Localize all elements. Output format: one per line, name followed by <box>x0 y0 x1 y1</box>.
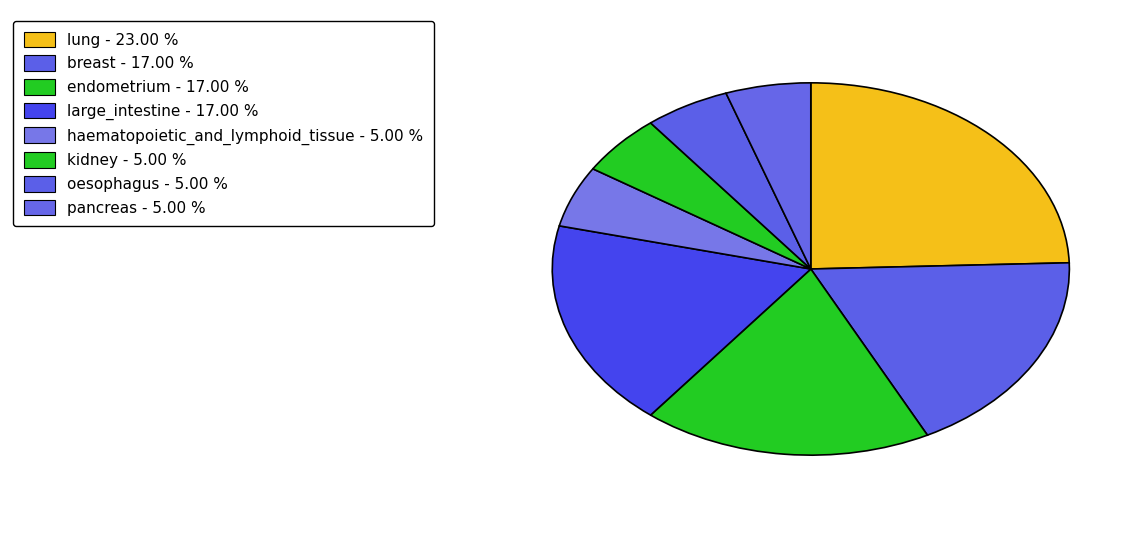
Wedge shape <box>726 83 811 269</box>
Wedge shape <box>593 123 811 269</box>
Legend: lung - 23.00 %, breast - 17.00 %, endometrium - 17.00 %, large_intestine - 17.00: lung - 23.00 %, breast - 17.00 %, endome… <box>14 21 433 226</box>
Wedge shape <box>651 93 811 269</box>
Wedge shape <box>811 263 1069 435</box>
Wedge shape <box>552 226 811 415</box>
Wedge shape <box>811 83 1069 269</box>
Wedge shape <box>559 169 811 269</box>
Wedge shape <box>651 269 928 455</box>
